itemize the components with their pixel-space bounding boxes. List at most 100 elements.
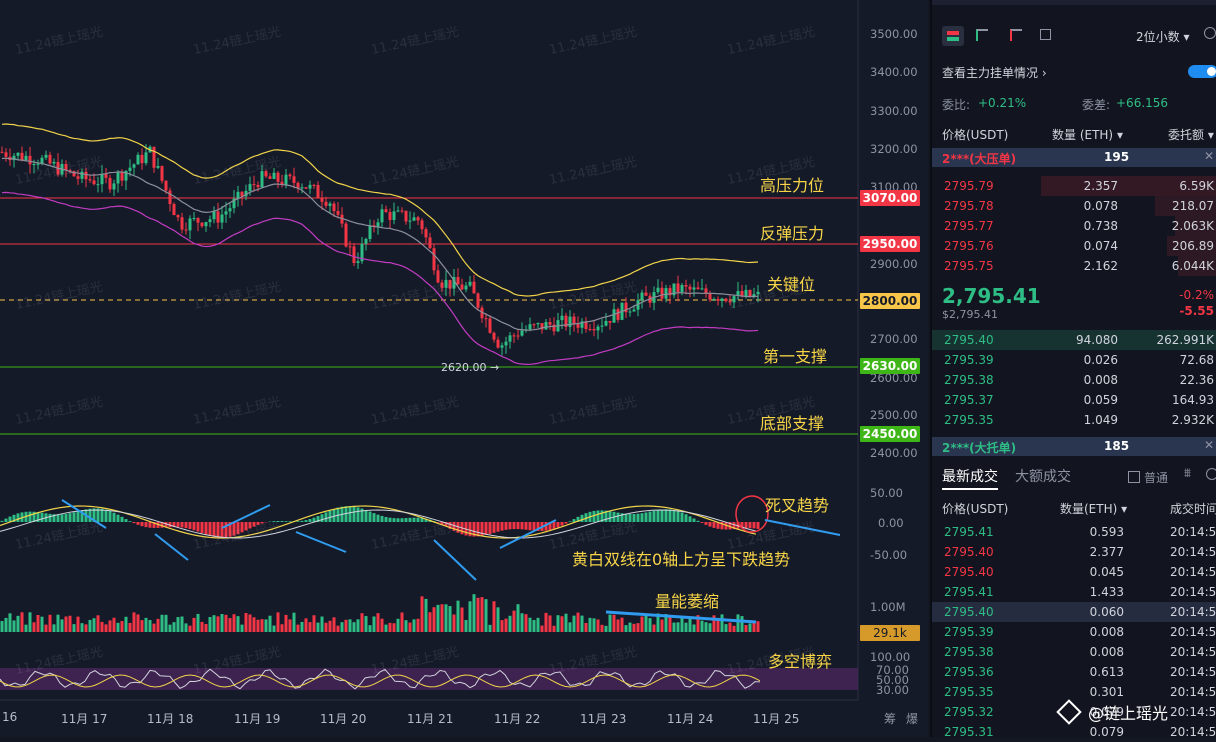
decimals-select[interactable]: 2位小数 ▾ xyxy=(1136,28,1189,45)
candle-body xyxy=(697,287,700,289)
tab-latest-trades[interactable]: 最新成交 xyxy=(942,466,998,486)
level-badge-2630: 2630.00 xyxy=(860,358,920,374)
macd-bar xyxy=(137,522,140,525)
main-orders-toggle[interactable] xyxy=(1188,65,1216,78)
volume-bar xyxy=(553,626,556,632)
close-icon[interactable]: ✕ xyxy=(1204,149,1214,163)
volume-bar xyxy=(53,624,56,632)
macd-bar xyxy=(1,521,4,522)
volume-bar xyxy=(753,622,756,632)
candle-body xyxy=(745,290,748,296)
volume-bar xyxy=(461,608,464,632)
macd-bar xyxy=(5,519,8,522)
col-header-total[interactable]: 委托额 ▾ xyxy=(1168,126,1214,143)
macd-bar xyxy=(249,522,252,528)
view-asks-icon[interactable] xyxy=(1010,29,1022,41)
macd-bar xyxy=(497,522,500,532)
macd-bar xyxy=(245,522,248,530)
filter-icon[interactable]: ⩩ xyxy=(1184,466,1191,481)
macd-bar xyxy=(653,511,656,522)
macd-bar xyxy=(705,522,708,525)
big-ask-banner[interactable]: 2***(大压单) 195 ✕ xyxy=(932,148,1216,167)
view-depth-icon[interactable] xyxy=(1040,29,1051,40)
volume-bar xyxy=(541,626,544,632)
close-icon[interactable]: ✕ xyxy=(1204,438,1214,452)
chip-distribution-icon[interactable]: 筹 xyxy=(884,710,896,727)
candle-body xyxy=(217,211,220,222)
volume-bar xyxy=(221,614,224,632)
macd-bar xyxy=(689,516,692,522)
candle-body xyxy=(213,211,216,219)
candle-body xyxy=(445,280,448,288)
macd-bar xyxy=(413,518,416,522)
candle-body xyxy=(129,168,132,171)
trades-col-qty[interactable]: 数量(ETH) ▾ xyxy=(1060,500,1127,517)
view-both-icon[interactable] xyxy=(942,26,964,46)
macd-bar xyxy=(177,522,180,527)
macd-bar xyxy=(701,522,704,523)
date-axis-tick: 11月 22 xyxy=(494,710,540,727)
col-header-qty[interactable]: 数量 (ETH) ▾ xyxy=(1052,126,1123,143)
macd-bar xyxy=(405,518,408,522)
volume-bar xyxy=(229,618,232,632)
macd-bar xyxy=(365,510,368,522)
diff-value: +66.156 xyxy=(1116,96,1168,110)
macd-bar xyxy=(661,509,664,522)
volume-bar xyxy=(505,619,508,632)
candle-body xyxy=(537,323,540,324)
view-bids-icon[interactable] xyxy=(976,29,988,41)
brand-watermark: @链上瑶光 xyxy=(1060,700,1168,724)
volume-bar xyxy=(17,616,20,632)
macd-bar xyxy=(677,511,680,522)
liquidation-icon[interactable]: 爆 xyxy=(906,710,918,727)
macd-bar xyxy=(569,521,572,522)
normal-checkbox[interactable] xyxy=(1128,471,1140,483)
candle-body xyxy=(381,209,384,222)
candle-body xyxy=(505,342,508,346)
volume-bar xyxy=(293,613,296,632)
volume-bar xyxy=(1,621,4,632)
volume-bar xyxy=(113,618,116,632)
volume-bar xyxy=(213,615,216,632)
macd-bar xyxy=(745,522,748,528)
volume-bar xyxy=(249,614,252,632)
macd-bar xyxy=(401,518,404,522)
tab-large-trades[interactable]: 大额成交 xyxy=(1015,466,1071,486)
main-orders-link[interactable]: 查看主力挂单情况 › xyxy=(942,64,1047,81)
big-bid-banner[interactable]: 2***(大托单) 185 ✕ xyxy=(932,437,1216,456)
candle-body xyxy=(309,185,312,189)
macd-bar xyxy=(629,514,632,522)
settings-gear-icon[interactable] xyxy=(1204,27,1216,39)
volume-bar xyxy=(565,614,568,632)
candle-body xyxy=(641,293,644,301)
candle-body xyxy=(53,162,56,164)
trades-settings-icon[interactable] xyxy=(1206,468,1216,480)
trades-col-price: 价格(USDT) xyxy=(942,500,1008,517)
candle-body xyxy=(449,280,452,289)
candle-body xyxy=(209,219,212,222)
volume-bar xyxy=(109,620,112,632)
candle-body xyxy=(221,215,224,223)
level-badge-2450: 2450.00 xyxy=(860,426,920,442)
